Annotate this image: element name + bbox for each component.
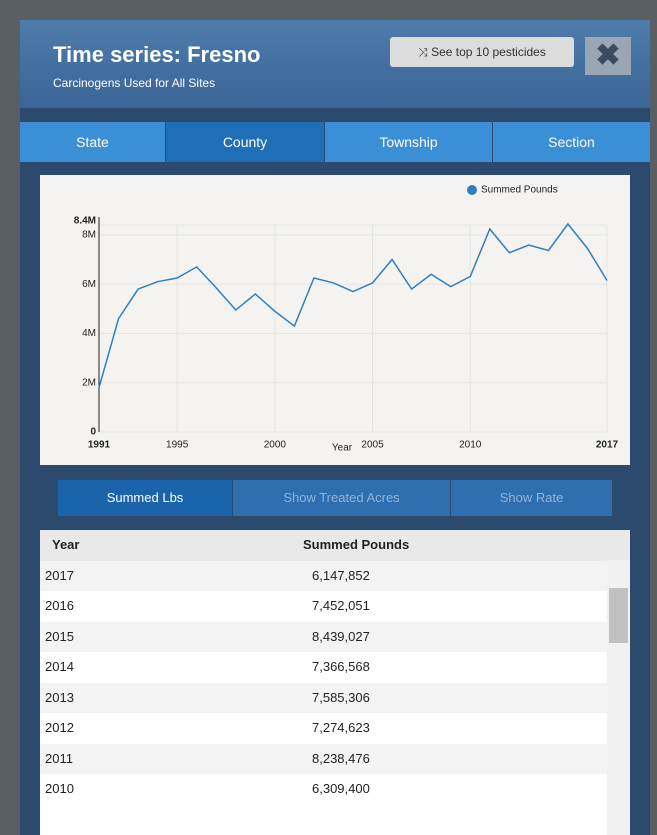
modal: Time series: Fresno Carcinogens Used for… (20, 20, 650, 835)
y-tick-label: 6M (82, 279, 96, 290)
table-row: 2012 7,274,623 (40, 713, 607, 744)
table-row: 2016 7,452,051 (40, 591, 607, 622)
legend-dot (467, 185, 477, 195)
chart: Year 0 2M 4M 6M 8M 8.4M 1991 1995 2000 2005 2010 20… (40, 175, 630, 465)
table-row: 2017 6,147,852 (40, 560, 607, 591)
cell: 2016 (45, 598, 74, 613)
x-tick-label: 1991 (88, 440, 111, 451)
y-tick-label: 4M (82, 328, 96, 339)
title: Time series: Fresno (53, 42, 261, 67)
x-tick-label: 2000 (264, 440, 287, 451)
subtab[interactable]: Show Rate (451, 480, 612, 516)
y-tick-label: 2M (82, 377, 96, 388)
tab[interactable]: Township (325, 122, 493, 162)
cell: 6,147,852 (312, 567, 370, 583)
header: Time series: Fresno Carcinogens Used for… (20, 20, 650, 108)
cell: 6,309,400 (312, 781, 370, 796)
table-row: 2014 7,366,568 (40, 652, 607, 683)
cell: 7,585,306 (312, 689, 370, 705)
cell: 2015 (45, 628, 74, 644)
table-header: Year Summed Pounds (40, 530, 630, 561)
x-tick-label: 2005 (361, 440, 384, 451)
line (98, 222, 608, 388)
tab[interactable]: Section (493, 122, 650, 162)
cell: 7,274,623 (312, 720, 370, 735)
cell: 2012 (45, 720, 74, 735)
x-tick-label: 2017 (596, 440, 619, 451)
cell: 2013 (45, 689, 74, 705)
cell: 2011 (45, 750, 73, 766)
x-tick-label: 2010 (459, 440, 482, 451)
col-header: Year (52, 537, 80, 552)
cell: 2017 (45, 567, 74, 583)
top-button[interactable]: ⤨ See top 10 pesticides (390, 37, 574, 67)
tab[interactable]: State (20, 122, 166, 162)
cell: 2010 (45, 781, 74, 796)
scroll-thumb[interactable] (609, 588, 628, 643)
col-header: Summed Pounds (303, 537, 410, 552)
cell: 8,439,027 (312, 628, 370, 644)
scrollbar[interactable] (607, 560, 630, 835)
table: Year Summed Pounds 2017 6,147,852 2016 7,45… (40, 530, 630, 835)
subtab[interactable]: Summed Lbs (58, 480, 232, 516)
y-tick-label: 0 (90, 427, 96, 438)
y-tick-label: 8M (82, 229, 96, 240)
cell: 8,238,476 (312, 750, 370, 766)
button-label: See top 10 pesticides (431, 45, 546, 59)
y-tick-label: 8.4M (74, 216, 96, 227)
chart-bg (40, 175, 630, 465)
subtab[interactable]: Show Treated Acres (233, 480, 450, 516)
legend-label: Summed Pounds (481, 185, 558, 196)
cell: 7,452,051 (312, 598, 370, 613)
x-tick-label: 1995 (166, 440, 189, 451)
cell: 2014 (45, 659, 74, 674)
x-axis-label: Year (332, 443, 353, 454)
cell: 7,366,568 (312, 659, 370, 674)
table-row: 2010 6,309,400 (40, 774, 607, 805)
table-row: 2015 8,439,027 (40, 621, 607, 652)
subtitle: Carcinogens Used for All Sites (53, 76, 216, 90)
tab[interactable]: County (166, 122, 325, 162)
table-row: 2011 8,238,476 (40, 743, 607, 774)
table-row: 2013 7,585,306 (40, 682, 607, 713)
close-button[interactable]: ✖ (585, 37, 631, 75)
